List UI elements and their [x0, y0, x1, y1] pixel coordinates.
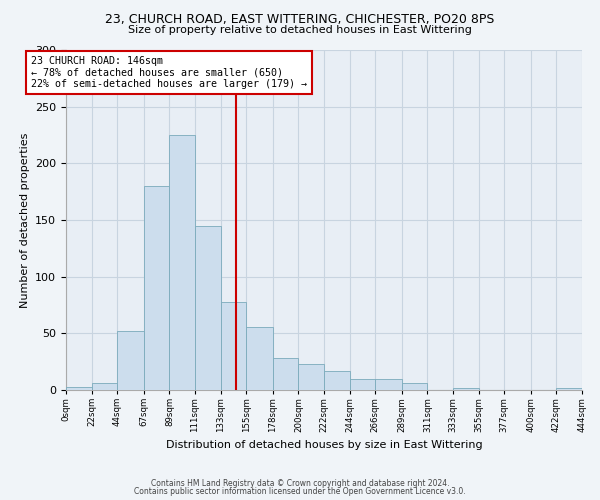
Bar — [66, 386, 92, 390]
Bar — [221, 302, 246, 390]
Text: Contains public sector information licensed under the Open Government Licence v3: Contains public sector information licen… — [134, 487, 466, 496]
X-axis label: Distribution of detached houses by size in East Wittering: Distribution of detached houses by size … — [166, 440, 482, 450]
Bar — [246, 326, 273, 390]
Text: Contains HM Land Registry data © Crown copyright and database right 2024.: Contains HM Land Registry data © Crown c… — [151, 478, 449, 488]
Bar — [453, 388, 479, 390]
Bar — [144, 186, 169, 390]
Bar — [169, 135, 195, 390]
Bar — [324, 370, 350, 390]
Bar — [195, 226, 221, 390]
Bar — [92, 383, 117, 390]
Bar — [117, 331, 144, 390]
Bar — [273, 358, 298, 390]
Text: 23, CHURCH ROAD, EAST WITTERING, CHICHESTER, PO20 8PS: 23, CHURCH ROAD, EAST WITTERING, CHICHES… — [106, 12, 494, 26]
Bar — [402, 383, 427, 390]
Text: 23 CHURCH ROAD: 146sqm
← 78% of detached houses are smaller (650)
22% of semi-de: 23 CHURCH ROAD: 146sqm ← 78% of detached… — [31, 56, 307, 89]
Bar — [375, 378, 402, 390]
Y-axis label: Number of detached properties: Number of detached properties — [20, 132, 29, 308]
Text: Size of property relative to detached houses in East Wittering: Size of property relative to detached ho… — [128, 25, 472, 35]
Bar — [350, 378, 375, 390]
Bar — [556, 388, 582, 390]
Bar — [298, 364, 324, 390]
